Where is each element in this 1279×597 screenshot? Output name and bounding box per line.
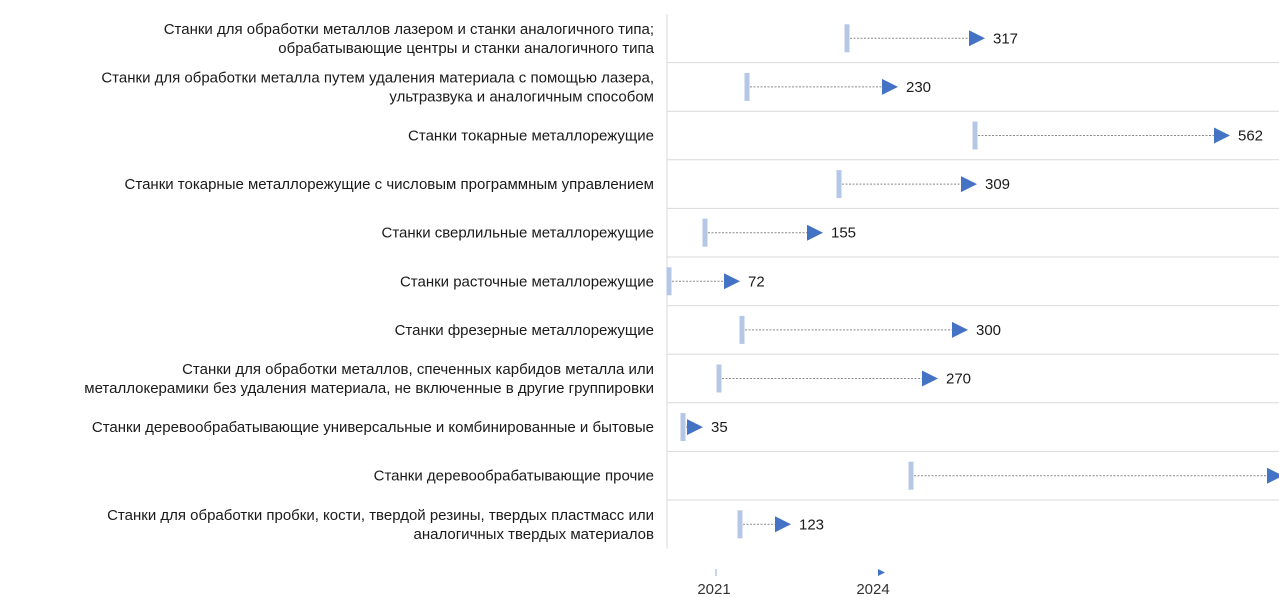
category-row: Станки для обработки пробки, кости, твер… — [107, 507, 824, 543]
end-marker-2024 — [687, 419, 703, 436]
value-label: 230 — [906, 79, 931, 96]
value-label: 123 — [799, 516, 824, 533]
category-row: Станки деревообрабатывающие прочие615 — [374, 461, 1279, 501]
end-marker-2024 — [775, 516, 791, 533]
category-label: Станки фрезерные металлорежущие — [395, 322, 654, 339]
category-row: Станки расточные металлорежущие 72 — [400, 267, 1279, 307]
category-label: обрабатывающие центры и станки аналогичн… — [278, 40, 654, 57]
legend-label-2024: 2024 — [856, 581, 889, 597]
start-marker-2021 — [716, 364, 722, 393]
category-row: Станки для обработки металлов, спеченных… — [84, 361, 1279, 404]
category-label: аналогичных твердых материалов — [413, 526, 654, 543]
category-row: Станки сверлильные металлорежущие 155 — [381, 218, 1279, 258]
category-label: ультразвука и аналогичным способом — [389, 88, 654, 105]
value-label: 300 — [976, 322, 1001, 339]
start-marker-2021 — [702, 218, 708, 247]
category-label: Станки деревообрабатывающие универсальны… — [92, 419, 654, 436]
start-marker-2021 — [844, 24, 850, 53]
category-label: Станки деревообрабатывающие прочие — [374, 468, 654, 485]
end-marker-2024 — [724, 273, 740, 290]
category-label: Станки токарные металлорежущие с числовы… — [125, 176, 654, 193]
value-label: 72 — [748, 273, 765, 290]
start-marker-2021 — [908, 461, 914, 490]
legend-label-2021: 2021 — [697, 581, 730, 597]
category-label: Станки сверлильные металлорежущие — [381, 225, 654, 242]
category-row: Станки деревообрабатывающие универсальны… — [92, 413, 1279, 452]
value-label: 317 — [993, 30, 1018, 47]
value-label: 270 — [946, 371, 971, 388]
category-label: Станки расточные металлорежущие — [400, 273, 654, 290]
category-label: Станки для обработки металла путем удале… — [101, 69, 654, 86]
category-row: Станки фрезерные металлорежущие 300 — [395, 315, 1279, 355]
legend-marker-2024 — [878, 569, 885, 576]
category-row: Станки токарные металлорежущие с числовы… — [125, 170, 1279, 209]
category-label: Станки для обработки металлов, спеченных… — [182, 361, 654, 378]
category-label: Станки токарные металлорежущие — [408, 128, 654, 145]
start-marker-2021 — [666, 267, 672, 296]
start-marker-2021 — [836, 170, 842, 199]
category-label: Станки для обработки пробки, кости, твер… — [107, 507, 654, 524]
start-marker-2021 — [739, 315, 745, 344]
end-marker-2024 — [969, 30, 985, 47]
end-marker-2024 — [1214, 127, 1230, 144]
start-marker-2021 — [680, 413, 686, 442]
value-label: 562 — [1238, 128, 1263, 145]
value-label: 155 — [831, 225, 856, 242]
value-label: 35 — [711, 419, 728, 436]
category-label: металлокерамики без удаления материала, … — [84, 380, 654, 397]
end-marker-2024 — [882, 78, 898, 95]
category-label: Станки для обработки металлов лазером и … — [164, 21, 654, 38]
start-marker-2021 — [737, 510, 743, 539]
category-row: Станки для обработки металлов лазером и … — [164, 21, 1279, 64]
value-label: 309 — [985, 176, 1010, 193]
end-marker-2024 — [961, 176, 977, 193]
start-marker-2021 — [744, 72, 750, 101]
end-marker-2024 — [807, 224, 823, 241]
chart-rows: Станки для обработки металлов лазером и … — [84, 14, 1279, 549]
end-marker-2024 — [1267, 467, 1279, 484]
end-marker-2024 — [952, 321, 968, 338]
chart-legend: 2021 2024 — [697, 569, 890, 597]
category-row: Станки токарные металлорежущие 562 — [408, 121, 1279, 161]
end-marker-2024 — [922, 370, 938, 387]
start-marker-2021 — [972, 121, 978, 150]
category-row: Станки для обработки металла путем удале… — [101, 69, 1279, 112]
